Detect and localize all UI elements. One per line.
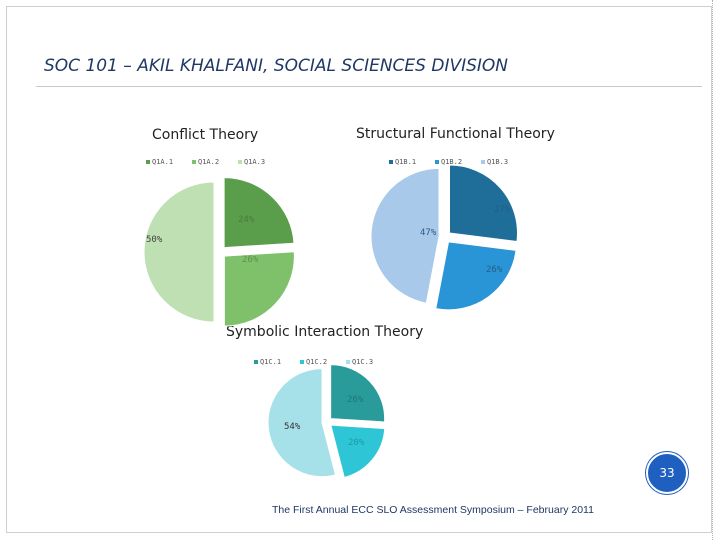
slice-percent-label: 50% xyxy=(146,235,163,245)
pie-chart-0: 24% 26% 50% xyxy=(143,177,295,327)
slide-edge-decoration xyxy=(712,0,720,540)
legend-label: Q1A.1 xyxy=(152,158,174,166)
chart-title-conflict: Conflict Theory xyxy=(152,127,259,143)
legend-entry: Q1B.2 xyxy=(435,158,481,166)
legend-entry: Q1A.2 xyxy=(192,158,238,166)
legend-swatch xyxy=(192,160,196,164)
legend-entry: Q1A.3 xyxy=(238,158,284,166)
pie-slice xyxy=(449,164,518,243)
slice-percent-label: 26% xyxy=(347,395,364,405)
legend-label: Q1B.2 xyxy=(441,158,463,166)
legend-entry: Q1C.2 xyxy=(300,358,346,366)
pie-slice xyxy=(435,241,517,311)
slice-percent-label: 26% xyxy=(486,265,503,275)
chart-title-structural: Structural Functional Theory xyxy=(356,126,555,142)
legend-swatch xyxy=(389,160,393,164)
slice-percent-label: 27% xyxy=(494,205,511,215)
legend-label: Q1C.1 xyxy=(260,358,282,366)
legend-structural: Q1B.1 Q1B.2 Q1B.3 xyxy=(389,158,527,166)
pie-chart-2: 26% 20% 54% xyxy=(267,364,386,479)
legend-label: Q1C.2 xyxy=(306,358,328,366)
legend-entry: Q1C.1 xyxy=(254,358,300,366)
pie-chart-1: 27% 26% 47% xyxy=(370,164,518,311)
slice-percent-label: 54% xyxy=(284,422,301,432)
legend-label: Q1A.2 xyxy=(198,158,220,166)
legend-swatch xyxy=(238,160,242,164)
pie-slice xyxy=(223,251,295,327)
legend-label: Q1B.3 xyxy=(487,158,509,166)
pie-slice xyxy=(330,424,386,479)
legend-swatch xyxy=(481,160,485,164)
legend-symbolic: Q1C.1 Q1C.2 Q1C.3 xyxy=(254,358,392,366)
legend-swatch xyxy=(346,360,350,364)
pie-slice xyxy=(330,364,386,423)
legend-entry: Q1B.3 xyxy=(481,158,527,166)
slice-percent-label: 26% xyxy=(242,255,259,265)
legend-swatch xyxy=(254,360,258,364)
footer-text: The First Annual ECC SLO Assessment Symp… xyxy=(272,504,594,516)
legend-label: Q1B.1 xyxy=(395,158,417,166)
legend-swatch xyxy=(146,160,150,164)
page-number-badge: 33 xyxy=(646,452,688,494)
slice-percent-label: 24% xyxy=(238,215,255,225)
pie-slice xyxy=(143,181,215,323)
legend-entry: Q1A.1 xyxy=(146,158,192,166)
legend-swatch xyxy=(300,360,304,364)
legend-entry: Q1B.1 xyxy=(389,158,435,166)
legend-entry: Q1C.3 xyxy=(346,358,392,366)
pie-slice xyxy=(267,368,337,478)
legend-label: Q1C.3 xyxy=(352,358,374,366)
pie-slice xyxy=(223,177,295,249)
legend-swatch xyxy=(435,160,439,164)
legend-label: Q1A.3 xyxy=(244,158,266,166)
slide-frame xyxy=(6,6,712,533)
slice-percent-label: 47% xyxy=(420,228,437,238)
pie-slice xyxy=(370,167,440,304)
chart-title-symbolic: Symbolic Interaction Theory xyxy=(226,324,424,340)
legend-conflict: Q1A.1 Q1A.2 Q1A.3 xyxy=(146,158,284,166)
slide-title: SOC 101 – AKIL KHALFANI, SOCIAL SCIENCES… xyxy=(44,56,508,76)
title-divider xyxy=(36,86,702,87)
slice-percent-label: 20% xyxy=(348,438,365,448)
